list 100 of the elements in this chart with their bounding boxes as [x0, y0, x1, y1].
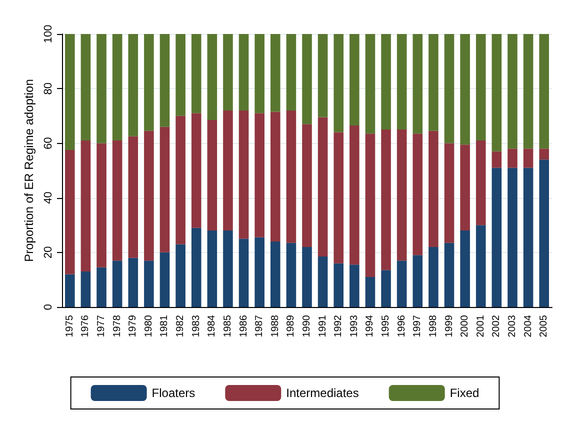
bar — [523, 148, 534, 168]
bar — [128, 34, 138, 136]
bar — [254, 113, 264, 238]
bar — [412, 34, 423, 134]
bar — [334, 263, 344, 307]
bar — [318, 34, 328, 118]
bar — [396, 34, 407, 130]
x-tick-label: 1998 — [428, 314, 439, 338]
legend-label: Fixed — [450, 386, 480, 400]
bar — [238, 34, 249, 110]
bar — [176, 116, 186, 244]
x-tick-label: 1986 — [238, 314, 250, 338]
bar — [492, 34, 502, 152]
bar — [444, 143, 454, 243]
legend-label: Intermediates — [286, 386, 359, 400]
bar — [302, 124, 312, 247]
y-tick-label: 40 — [42, 192, 54, 204]
bar — [508, 168, 518, 307]
bar — [460, 34, 470, 145]
y-axis-title: Proportion of ER Regime adoption — [22, 79, 36, 262]
bar — [238, 110, 249, 239]
bar — [176, 244, 186, 307]
bar — [96, 267, 106, 307]
bar — [476, 225, 486, 307]
bar — [176, 34, 186, 116]
x-tick-label: 1978 — [112, 314, 123, 338]
x-tick-label: 1983 — [190, 314, 202, 338]
bar — [523, 34, 534, 149]
bar — [112, 34, 122, 140]
x-tick-label: 1976 — [80, 314, 92, 338]
x-tick-label: 1995 — [380, 314, 392, 338]
bar — [238, 238, 249, 307]
bar — [144, 260, 154, 307]
x-tick-label: 1989 — [286, 314, 297, 338]
y-tick-label: 60 — [42, 137, 54, 150]
bar — [444, 34, 454, 144]
x-tick-label: 1977 — [96, 314, 108, 338]
bar — [65, 274, 75, 307]
bar — [444, 242, 454, 307]
bar — [160, 252, 170, 307]
bar — [128, 136, 138, 258]
x-tick-label: 1996 — [396, 314, 408, 338]
bar — [223, 230, 233, 307]
bar — [428, 34, 438, 131]
bar — [350, 264, 360, 307]
bar — [302, 246, 312, 307]
bar — [270, 34, 280, 112]
bar — [65, 150, 75, 274]
bar — [492, 151, 502, 168]
bar — [412, 134, 423, 256]
x-tick-label: 1975 — [64, 314, 76, 338]
bar — [381, 130, 391, 270]
bar — [286, 110, 296, 243]
bar — [302, 34, 312, 124]
bar — [428, 130, 438, 247]
x-tick-label: 2003 — [506, 314, 518, 338]
bar — [334, 34, 344, 132]
bar — [428, 246, 438, 307]
bar — [191, 228, 202, 307]
bar — [207, 230, 218, 307]
bar — [381, 34, 391, 130]
x-tick-label: 1994 — [364, 314, 376, 338]
bar — [460, 144, 470, 231]
bar — [270, 241, 280, 307]
bar — [539, 148, 549, 160]
bar — [112, 260, 122, 307]
bar — [65, 34, 75, 150]
bar — [160, 126, 170, 252]
bar — [350, 125, 360, 265]
bar — [396, 260, 407, 307]
bar — [492, 168, 502, 307]
bar — [539, 34, 549, 149]
x-tick-label: 1980 — [143, 314, 154, 338]
x-tick-label: 1985 — [222, 314, 234, 338]
bar — [96, 34, 106, 144]
bar — [96, 143, 106, 268]
bar — [508, 148, 518, 168]
x-tick-label: 1981 — [159, 314, 170, 338]
bar — [539, 160, 549, 307]
bar — [365, 134, 376, 277]
bar — [80, 140, 91, 272]
x-tick-label: 1993 — [348, 314, 360, 338]
bar — [350, 34, 360, 126]
x-tick-label: 1988 — [270, 314, 281, 338]
bar — [476, 34, 486, 140]
bar — [207, 120, 218, 231]
bar — [476, 140, 486, 226]
x-tick-label: 1982 — [175, 314, 186, 338]
bar — [396, 130, 407, 261]
bar — [523, 168, 534, 307]
bar — [460, 230, 470, 307]
x-tick-label: 1987 — [254, 314, 266, 338]
bar — [80, 34, 91, 140]
bar — [128, 258, 138, 307]
x-tick-label: 2001 — [475, 314, 486, 338]
bar — [508, 34, 518, 149]
x-tick-label: 1992 — [333, 314, 344, 338]
y-tick-label: 80 — [42, 82, 54, 95]
bar — [223, 110, 233, 231]
bar — [286, 242, 296, 307]
